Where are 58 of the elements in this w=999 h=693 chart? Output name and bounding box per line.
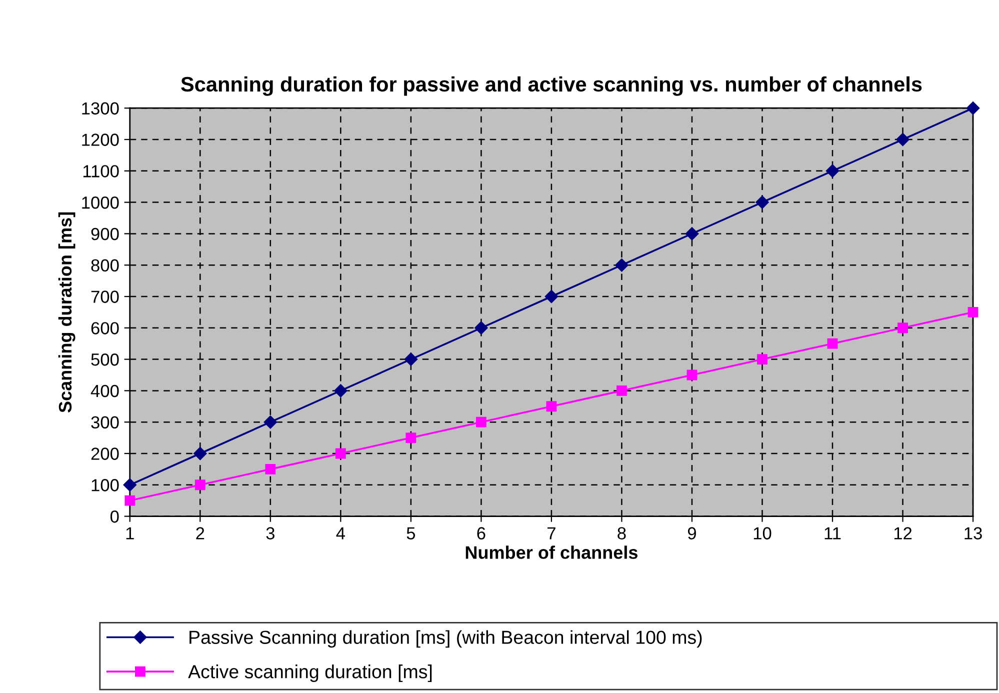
x-axis-title: Number of channels: [466, 546, 638, 559]
point: [685, 227, 699, 240]
point: [124, 495, 136, 506]
point: [544, 290, 558, 304]
point: [194, 446, 207, 460]
point: [474, 321, 488, 334]
point: [757, 354, 768, 365]
point: [826, 164, 840, 178]
x-tick-label: 5: [406, 527, 416, 540]
x-tick-label: 8: [618, 527, 626, 540]
y-tick-label: 100: [92, 479, 119, 492]
y-tick-label: 1100: [83, 165, 119, 178]
y-tick-label: 200: [91, 448, 119, 460]
y-tick-label: 800: [91, 259, 119, 272]
point: [406, 432, 416, 443]
point: [123, 478, 136, 492]
point: [265, 464, 276, 474]
point: [194, 480, 206, 490]
point: [616, 385, 627, 396]
y-tick-label: 500: [91, 353, 119, 366]
y-tick-label: 0: [110, 510, 119, 523]
point: [968, 306, 978, 318]
point: [615, 258, 628, 272]
x-tick-label: 13: [964, 527, 982, 540]
y-tick-label: 1300: [82, 102, 119, 115]
point: [264, 416, 277, 429]
x-tick-label: 3: [266, 527, 274, 540]
legend-label: Active scanning duration [ms]: [188, 664, 432, 682]
y-tick-label: 400: [90, 384, 119, 398]
y-tick-label: 300: [91, 416, 119, 429]
y-axis-title: Scanning duration [ms]: [58, 212, 76, 412]
point: [335, 448, 346, 459]
x-tick-label: 4: [336, 527, 345, 540]
point: [404, 352, 418, 366]
x-tick-label: 7: [548, 527, 556, 540]
x-tick-label: 12: [894, 527, 912, 540]
point: [896, 132, 910, 146]
point: [898, 322, 908, 334]
point: [476, 416, 486, 428]
point: [827, 338, 838, 349]
x-tick-label: 9: [688, 527, 696, 540]
x-tick-label: 11: [824, 527, 841, 540]
x-tick-label: 1: [126, 527, 134, 540]
point: [966, 102, 980, 115]
legend-label: Passive Scanning duration [ms] (with Beacon interval 100 ms): [190, 630, 702, 648]
point: [546, 401, 557, 412]
x-tick-label: 6: [477, 527, 486, 540]
chart-title: Scanning duration for passive and active scanning vs. number of channels: [181, 76, 922, 96]
y-tick-label: 1000: [82, 196, 119, 209]
point: [686, 370, 698, 380]
x-tick-label: 2: [196, 527, 204, 540]
point: [756, 196, 769, 209]
y-tick-label: 1200: [82, 134, 119, 146]
x-tick-label: 10: [754, 527, 772, 540]
y-tick-label: 700: [91, 290, 119, 303]
y-tick-label: 900: [91, 228, 119, 240]
y-tick-label: 600: [91, 322, 119, 334]
point: [334, 384, 348, 398]
